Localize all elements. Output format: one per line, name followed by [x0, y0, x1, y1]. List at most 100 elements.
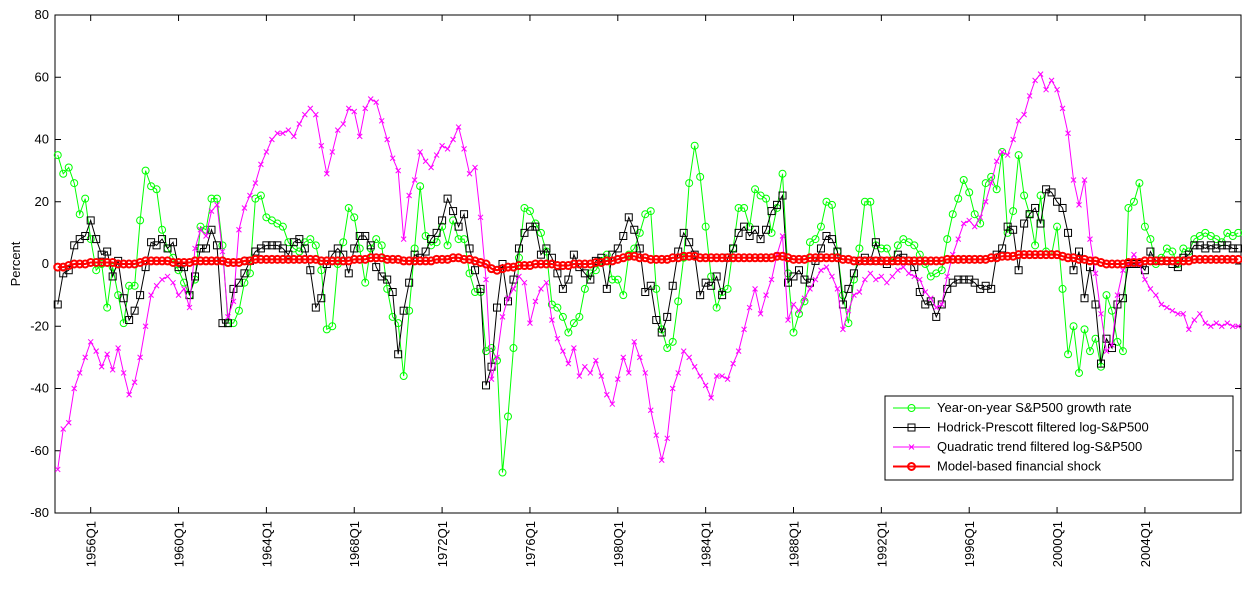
data-point — [679, 251, 689, 261]
data-point — [1052, 250, 1062, 260]
data-point — [542, 244, 551, 253]
legend-label: Model-based financial shock — [937, 459, 1102, 474]
data-point — [883, 279, 890, 286]
data-point — [1058, 251, 1068, 261]
data-point — [487, 344, 496, 353]
data-point — [212, 194, 221, 203]
data-point — [294, 254, 304, 264]
data-point — [426, 256, 436, 266]
data-point — [136, 291, 145, 300]
data-point — [285, 127, 292, 134]
data-point — [532, 298, 539, 305]
data-point — [865, 256, 875, 266]
data-point — [992, 185, 1001, 194]
data-point — [641, 288, 650, 297]
data-point — [378, 117, 385, 124]
data-point — [338, 256, 348, 266]
data-point — [1134, 257, 1144, 267]
data-point — [1178, 256, 1188, 266]
y-axis-label: Percent — [8, 241, 23, 286]
data-point — [219, 248, 226, 255]
data-point — [262, 241, 271, 250]
data-point — [136, 216, 145, 225]
data-point — [295, 235, 304, 244]
data-point — [1064, 350, 1073, 359]
data-point — [307, 105, 314, 112]
data-point — [278, 254, 288, 264]
x-tick-label: 1980Q1 — [611, 521, 626, 567]
data-point — [267, 254, 277, 264]
data-point — [712, 253, 722, 263]
data-point — [82, 354, 89, 361]
data-point — [937, 266, 946, 275]
data-point — [158, 235, 167, 244]
data-point — [180, 263, 189, 272]
data-point — [926, 256, 936, 266]
data-point — [603, 391, 610, 398]
data-point — [119, 259, 129, 269]
data-point — [907, 404, 916, 412]
data-point — [206, 256, 216, 266]
data-point — [141, 256, 151, 266]
data-point — [739, 253, 749, 263]
data-point — [301, 111, 308, 118]
data-point — [965, 188, 974, 197]
data-point — [554, 335, 561, 342]
data-point — [909, 256, 919, 266]
data-point — [618, 253, 628, 263]
data-point — [794, 266, 803, 275]
data-point — [1069, 266, 1078, 275]
data-point — [966, 217, 973, 224]
data-point — [955, 236, 962, 242]
data-point — [76, 370, 83, 376]
data-point — [399, 306, 408, 315]
data-point — [998, 147, 1007, 156]
data-point — [630, 225, 639, 234]
data-point — [959, 275, 968, 284]
data-point — [916, 276, 923, 283]
data-point — [1222, 254, 1232, 264]
data-point — [410, 244, 419, 253]
data-point — [592, 357, 599, 364]
data-point — [460, 210, 469, 219]
data-point — [428, 164, 434, 171]
data-point — [691, 363, 698, 370]
data-point — [472, 164, 478, 171]
y-tick-label: -80 — [30, 505, 49, 520]
data-point — [598, 373, 605, 379]
data-point — [71, 385, 78, 392]
data-point — [707, 281, 716, 290]
data-point — [179, 257, 189, 267]
data-point — [152, 256, 162, 266]
data-point — [580, 284, 589, 293]
data-point — [201, 225, 210, 234]
data-point — [168, 257, 178, 267]
data-point — [130, 281, 139, 290]
data-point — [371, 253, 381, 263]
data-point — [274, 130, 281, 137]
data-point — [977, 214, 984, 221]
data-point — [613, 254, 623, 264]
data-point — [141, 166, 150, 175]
data-point — [751, 225, 760, 234]
data-point — [668, 281, 677, 290]
data-point — [1217, 254, 1227, 264]
data-point — [520, 228, 529, 237]
data-point — [499, 314, 506, 320]
data-point — [64, 163, 73, 172]
data-point — [1173, 256, 1183, 266]
data-point — [707, 272, 716, 281]
data-point — [1036, 219, 1045, 228]
data-point — [580, 259, 590, 269]
data-point — [741, 326, 747, 333]
data-point — [679, 228, 688, 237]
data-point — [635, 244, 644, 253]
data-point — [531, 222, 540, 231]
data-point — [900, 264, 907, 270]
data-point — [970, 278, 979, 287]
data-point — [619, 291, 628, 300]
data-point — [821, 253, 831, 263]
data-point — [70, 241, 79, 250]
data-point — [838, 254, 848, 264]
data-point — [119, 294, 128, 303]
